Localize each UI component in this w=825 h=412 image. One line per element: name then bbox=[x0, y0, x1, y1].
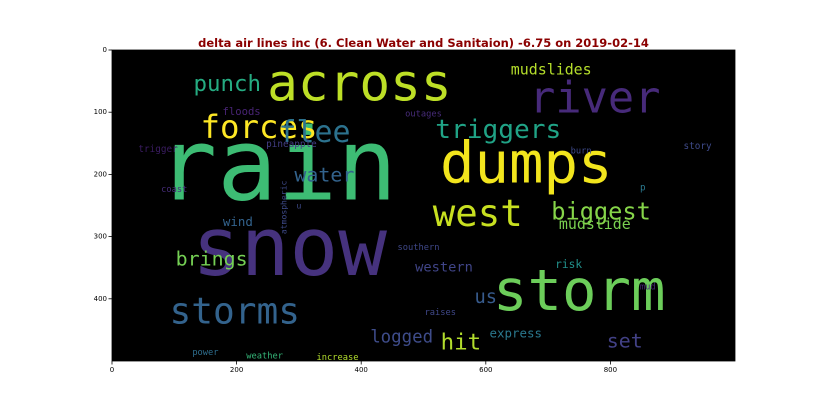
word-coast: coast bbox=[161, 185, 187, 195]
word-rain: rain bbox=[157, 107, 397, 224]
word-brings: brings bbox=[176, 246, 248, 270]
word-west: west bbox=[433, 191, 523, 235]
word-southern: southern bbox=[398, 243, 440, 253]
word-atmospheric: atmospheric bbox=[278, 180, 288, 234]
word-set: set bbox=[607, 328, 643, 352]
word-power: power bbox=[192, 348, 218, 358]
word-us: us bbox=[475, 287, 498, 308]
x-tick-label: 0 bbox=[110, 366, 114, 374]
y-tick-label: 300 bbox=[94, 233, 107, 241]
word-flee: flee bbox=[278, 115, 350, 150]
word-raises: raises bbox=[425, 308, 457, 318]
word-mudslides: mudslides bbox=[511, 60, 592, 78]
word-water: water bbox=[294, 162, 354, 186]
word-triggers: triggers bbox=[435, 115, 561, 145]
word-mud: mud bbox=[640, 283, 656, 293]
word-logged: logged bbox=[370, 327, 433, 347]
y-tick-label: 0 bbox=[103, 46, 107, 54]
word-snow: snow bbox=[192, 201, 387, 295]
word-mudslide: mudslide bbox=[559, 215, 631, 233]
word-hit: hit bbox=[441, 329, 482, 355]
word-pineapple: pineapple bbox=[266, 139, 317, 150]
y-tick-label: 100 bbox=[94, 108, 107, 116]
word-floods: floods bbox=[222, 106, 260, 118]
chart-title: delta air lines inc (6. Clean Water and … bbox=[198, 36, 649, 50]
word-punch: punch bbox=[194, 71, 262, 97]
x-tick-label: 200 bbox=[230, 366, 243, 374]
y-tick-label: 400 bbox=[94, 295, 107, 303]
axes-frame bbox=[111, 49, 736, 362]
word-risk: risk bbox=[555, 258, 582, 271]
word-story: story bbox=[684, 141, 713, 152]
word-dumps: dumps bbox=[440, 130, 613, 197]
word-biggest: biggest bbox=[551, 198, 651, 226]
word-p: p bbox=[640, 183, 646, 194]
x-tick-label: 600 bbox=[479, 366, 492, 374]
word-trigger: trigger bbox=[138, 144, 178, 155]
word-express: express bbox=[489, 326, 541, 341]
word-river: river bbox=[529, 74, 660, 124]
word-storm: storm bbox=[493, 257, 666, 324]
x-tick-label: 400 bbox=[355, 366, 368, 374]
word-u: u bbox=[296, 201, 301, 211]
word-wind: wind bbox=[223, 214, 253, 229]
word-across: across bbox=[267, 55, 452, 114]
word-outages: outages bbox=[405, 110, 442, 120]
axes: 0 200 400 600 800 0 100 200 300 400 bbox=[94, 46, 736, 374]
word-storms: storms bbox=[169, 290, 300, 333]
word-weather: weather bbox=[246, 352, 283, 362]
y-tick-label: 200 bbox=[94, 170, 107, 178]
word-increase: increase bbox=[317, 353, 359, 363]
x-tick-label: 800 bbox=[604, 366, 617, 374]
word-burn: burn bbox=[571, 146, 592, 156]
word-western: western bbox=[415, 260, 473, 276]
word-forces: forces bbox=[201, 108, 318, 146]
plot-background bbox=[112, 50, 735, 361]
